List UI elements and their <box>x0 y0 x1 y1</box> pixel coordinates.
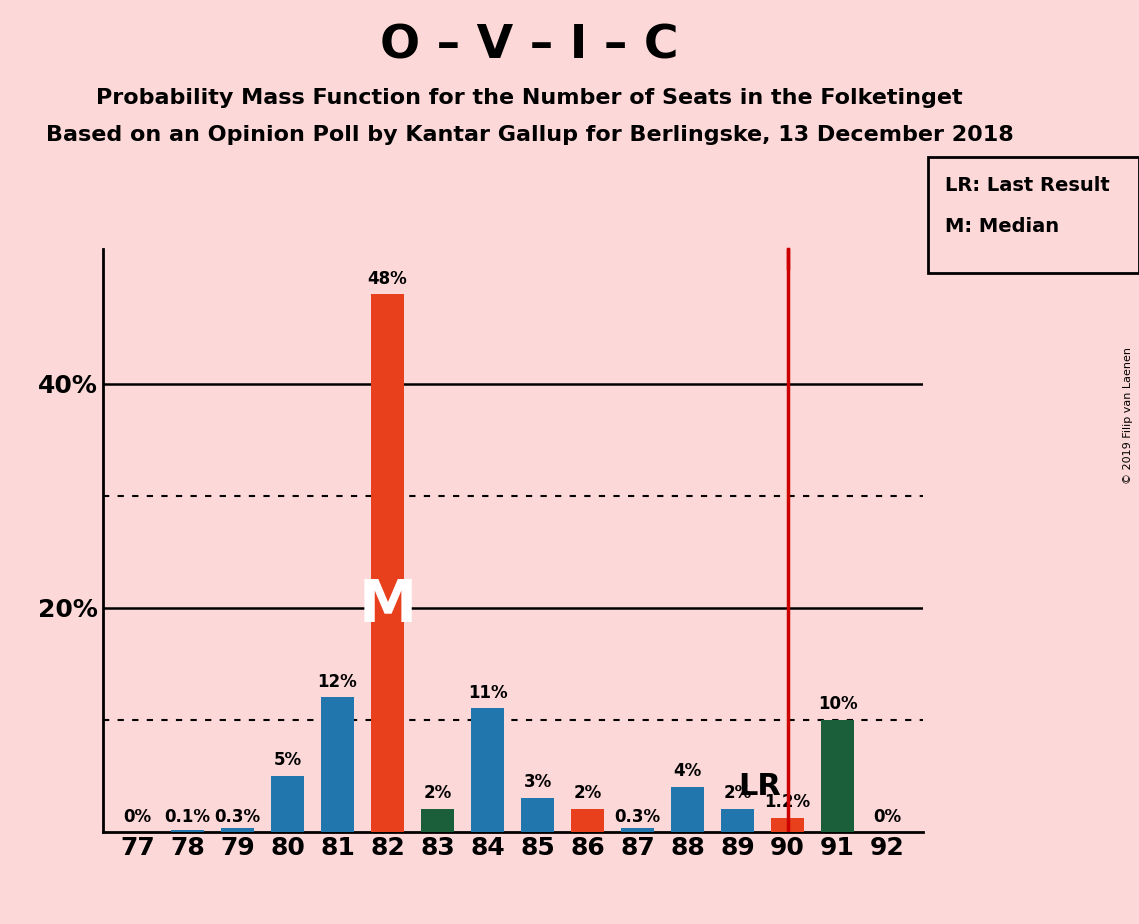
Text: 5%: 5% <box>273 751 302 769</box>
Text: M: M <box>359 578 417 635</box>
Bar <box>721 809 754 832</box>
Text: 0.3%: 0.3% <box>615 808 661 826</box>
Bar <box>522 798 554 832</box>
Text: 12%: 12% <box>318 673 358 690</box>
Bar <box>821 720 854 832</box>
Bar <box>572 809 604 832</box>
Text: 0%: 0% <box>123 808 151 826</box>
Bar <box>221 828 254 832</box>
Bar <box>321 698 354 832</box>
Text: 2%: 2% <box>573 784 601 802</box>
Bar <box>771 818 804 832</box>
Text: LR: LR <box>738 772 781 801</box>
Text: Based on an Opinion Poll by Kantar Gallup for Berlingske, 13 December 2018: Based on an Opinion Poll by Kantar Gallu… <box>46 125 1014 145</box>
Text: 0.1%: 0.1% <box>164 808 211 826</box>
Bar <box>371 294 404 832</box>
Text: 48%: 48% <box>368 270 408 287</box>
Text: 3%: 3% <box>524 773 551 791</box>
Text: © 2019 Filip van Laenen: © 2019 Filip van Laenen <box>1123 347 1133 484</box>
Text: 0%: 0% <box>874 808 902 826</box>
Text: 2%: 2% <box>424 784 452 802</box>
Bar <box>421 809 453 832</box>
Text: LR: Last Result: LR: Last Result <box>945 176 1111 195</box>
Bar <box>472 709 503 832</box>
Bar <box>671 787 704 832</box>
Text: 0.3%: 0.3% <box>214 808 261 826</box>
Text: O – V – I – C: O – V – I – C <box>380 23 679 68</box>
Bar <box>621 828 654 832</box>
Text: 11%: 11% <box>468 684 507 701</box>
Text: M: Median: M: Median <box>945 217 1059 237</box>
Text: 2%: 2% <box>723 784 752 802</box>
Text: 4%: 4% <box>673 762 702 780</box>
Bar <box>271 775 304 832</box>
Text: Probability Mass Function for the Number of Seats in the Folketinget: Probability Mass Function for the Number… <box>97 88 962 108</box>
Bar <box>171 831 204 832</box>
Text: 10%: 10% <box>818 695 858 713</box>
Text: 1.2%: 1.2% <box>764 794 811 811</box>
